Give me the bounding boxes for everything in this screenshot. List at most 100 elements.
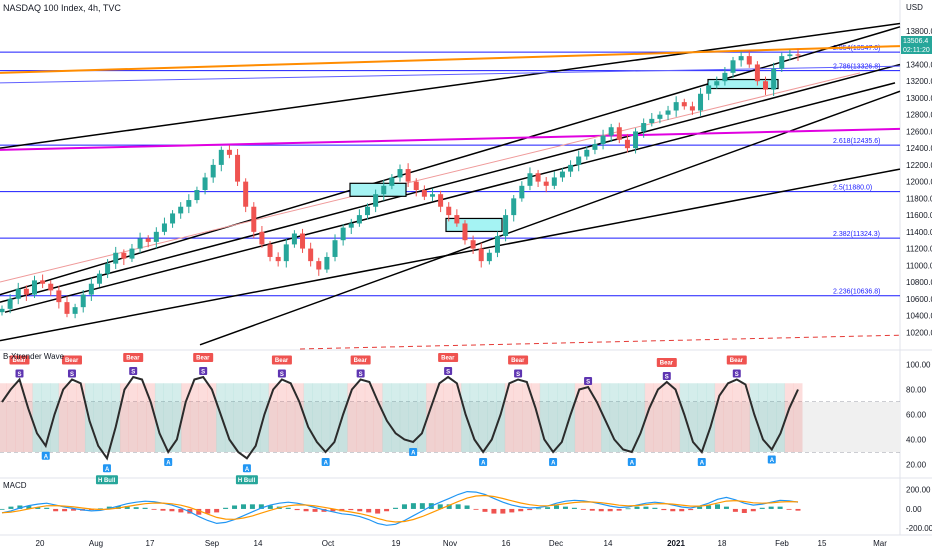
candle-body <box>194 190 200 201</box>
macd-histogram-bar <box>616 508 622 511</box>
macd-histogram-bar <box>777 506 783 509</box>
macd-histogram-bar <box>679 508 685 512</box>
price-tick-label: 13000.00 <box>906 94 932 103</box>
wave-cloud-segment <box>382 383 392 452</box>
wave-cloud-segment <box>469 383 479 452</box>
time-tick-label: 14 <box>604 539 613 548</box>
candle-body <box>633 131 639 149</box>
candle-body <box>356 215 362 224</box>
price-tick-label: 11800.00 <box>906 194 932 203</box>
macd-histogram-bar <box>419 503 425 509</box>
candle-body <box>7 298 13 309</box>
macd-histogram-bar <box>142 507 148 509</box>
price-tick-label: 11000.00 <box>906 261 932 270</box>
bear-badge-label: Bear <box>730 358 744 364</box>
s-badge-label: S <box>446 370 450 376</box>
wave-cloud-segment <box>102 383 112 452</box>
a-badge-label: A <box>770 458 775 464</box>
macd-histogram-bar <box>223 507 229 509</box>
candle-body <box>202 177 208 190</box>
candle-body <box>787 54 793 57</box>
candle-body <box>80 294 86 308</box>
macd-histogram-bar <box>634 506 640 509</box>
macd-histogram-bar <box>178 508 184 513</box>
candle-body <box>226 149 232 155</box>
candle-body <box>478 248 484 262</box>
s-badge <box>732 369 741 378</box>
macd-histogram-bar <box>97 508 103 510</box>
macd-histogram-bar <box>26 506 32 509</box>
s-badge <box>662 372 671 380</box>
candle-body <box>283 244 289 262</box>
wave-cloud-segment <box>0 383 7 452</box>
macd-histogram-bar <box>312 508 318 512</box>
candle-body <box>186 200 192 207</box>
wave-cloud-segment <box>758 383 768 452</box>
candle-body <box>551 177 557 186</box>
candle-body <box>681 102 687 107</box>
time-tick-label: Sep <box>205 539 220 548</box>
wave-cloud-segment <box>76 383 86 452</box>
candle-body <box>771 68 777 90</box>
candle-body <box>72 307 78 314</box>
bull-badge <box>235 475 258 485</box>
wave-cloud-segment <box>741 383 751 452</box>
macd-histogram-bar <box>607 508 613 512</box>
candle-body <box>259 231 265 245</box>
time-tick-label: 20 <box>36 539 45 548</box>
a-badge-label: A <box>700 461 705 467</box>
trend-line <box>299 334 901 350</box>
wave-title: B-Xtrender Wave <box>3 352 65 361</box>
macd-histogram-bar <box>491 508 497 514</box>
wave-tick-label: 100.00 <box>906 361 931 370</box>
wave-cloud-segment <box>426 383 436 452</box>
candle-body <box>235 154 241 182</box>
bear-badge-label: Bear <box>126 356 140 362</box>
s-badge <box>444 367 453 375</box>
time-tick-label: 2021 <box>667 539 685 548</box>
signal-line <box>1 494 799 523</box>
candle-body <box>738 56 744 61</box>
time-tick-label: Oct <box>322 539 335 548</box>
wave-cloud-segment <box>391 383 401 452</box>
candle-body <box>608 127 614 136</box>
macd-histogram-bar <box>294 508 300 511</box>
highlight-box <box>445 217 503 233</box>
price-tick-label: 11600.00 <box>906 211 932 220</box>
wave-cloud-segment <box>146 383 156 452</box>
a-badge-label: A <box>105 467 110 473</box>
macd-histogram-bar <box>375 508 381 514</box>
macd-histogram-bar <box>455 504 461 509</box>
a-badge-label: A <box>324 461 329 467</box>
candle-body <box>730 60 736 73</box>
bull-badge <box>95 475 118 485</box>
candle-body <box>291 233 297 245</box>
macd-histogram-bar <box>750 508 756 512</box>
wave-cloud-segment <box>32 383 42 452</box>
wave-cloud-segment <box>119 383 129 452</box>
time-axis[interactable]: 20 Aug 17 Sep 14 Oct 19 Nov 16 Dec 14 2021 18 Feb 15 Ma… <box>36 539 888 548</box>
bear-badge-label: Bear <box>275 358 289 364</box>
wave-cloud-segment <box>198 383 208 452</box>
macd-histogram-bar <box>706 505 712 509</box>
price-tick-label: 12400.00 <box>906 144 932 153</box>
macd-histogram-bar <box>795 508 801 511</box>
macd-histogram-bar <box>8 506 14 509</box>
macd-histogram-bar <box>661 508 667 511</box>
candle-body <box>145 238 151 242</box>
price-axis[interactable]: 10200.00 10400.00 10600.00 10800.00 11000.00… <box>906 27 932 337</box>
wave-cloud-segment <box>408 383 418 452</box>
wave-cloud-segment <box>41 383 51 452</box>
candle-body <box>454 215 460 224</box>
time-tick-label: 19 <box>392 539 401 548</box>
candle-body <box>763 81 769 90</box>
wave-cloud-segment <box>522 383 532 452</box>
candle-body <box>275 256 281 262</box>
macd-histogram-bar <box>589 508 595 511</box>
macd-pane: -200.00 0.00 200.00 <box>0 486 932 533</box>
macd-histogram-bar <box>232 505 238 509</box>
wave-cloud-segment <box>714 383 724 452</box>
wave-cloud-segment <box>548 383 558 452</box>
bear-badge <box>726 355 747 365</box>
